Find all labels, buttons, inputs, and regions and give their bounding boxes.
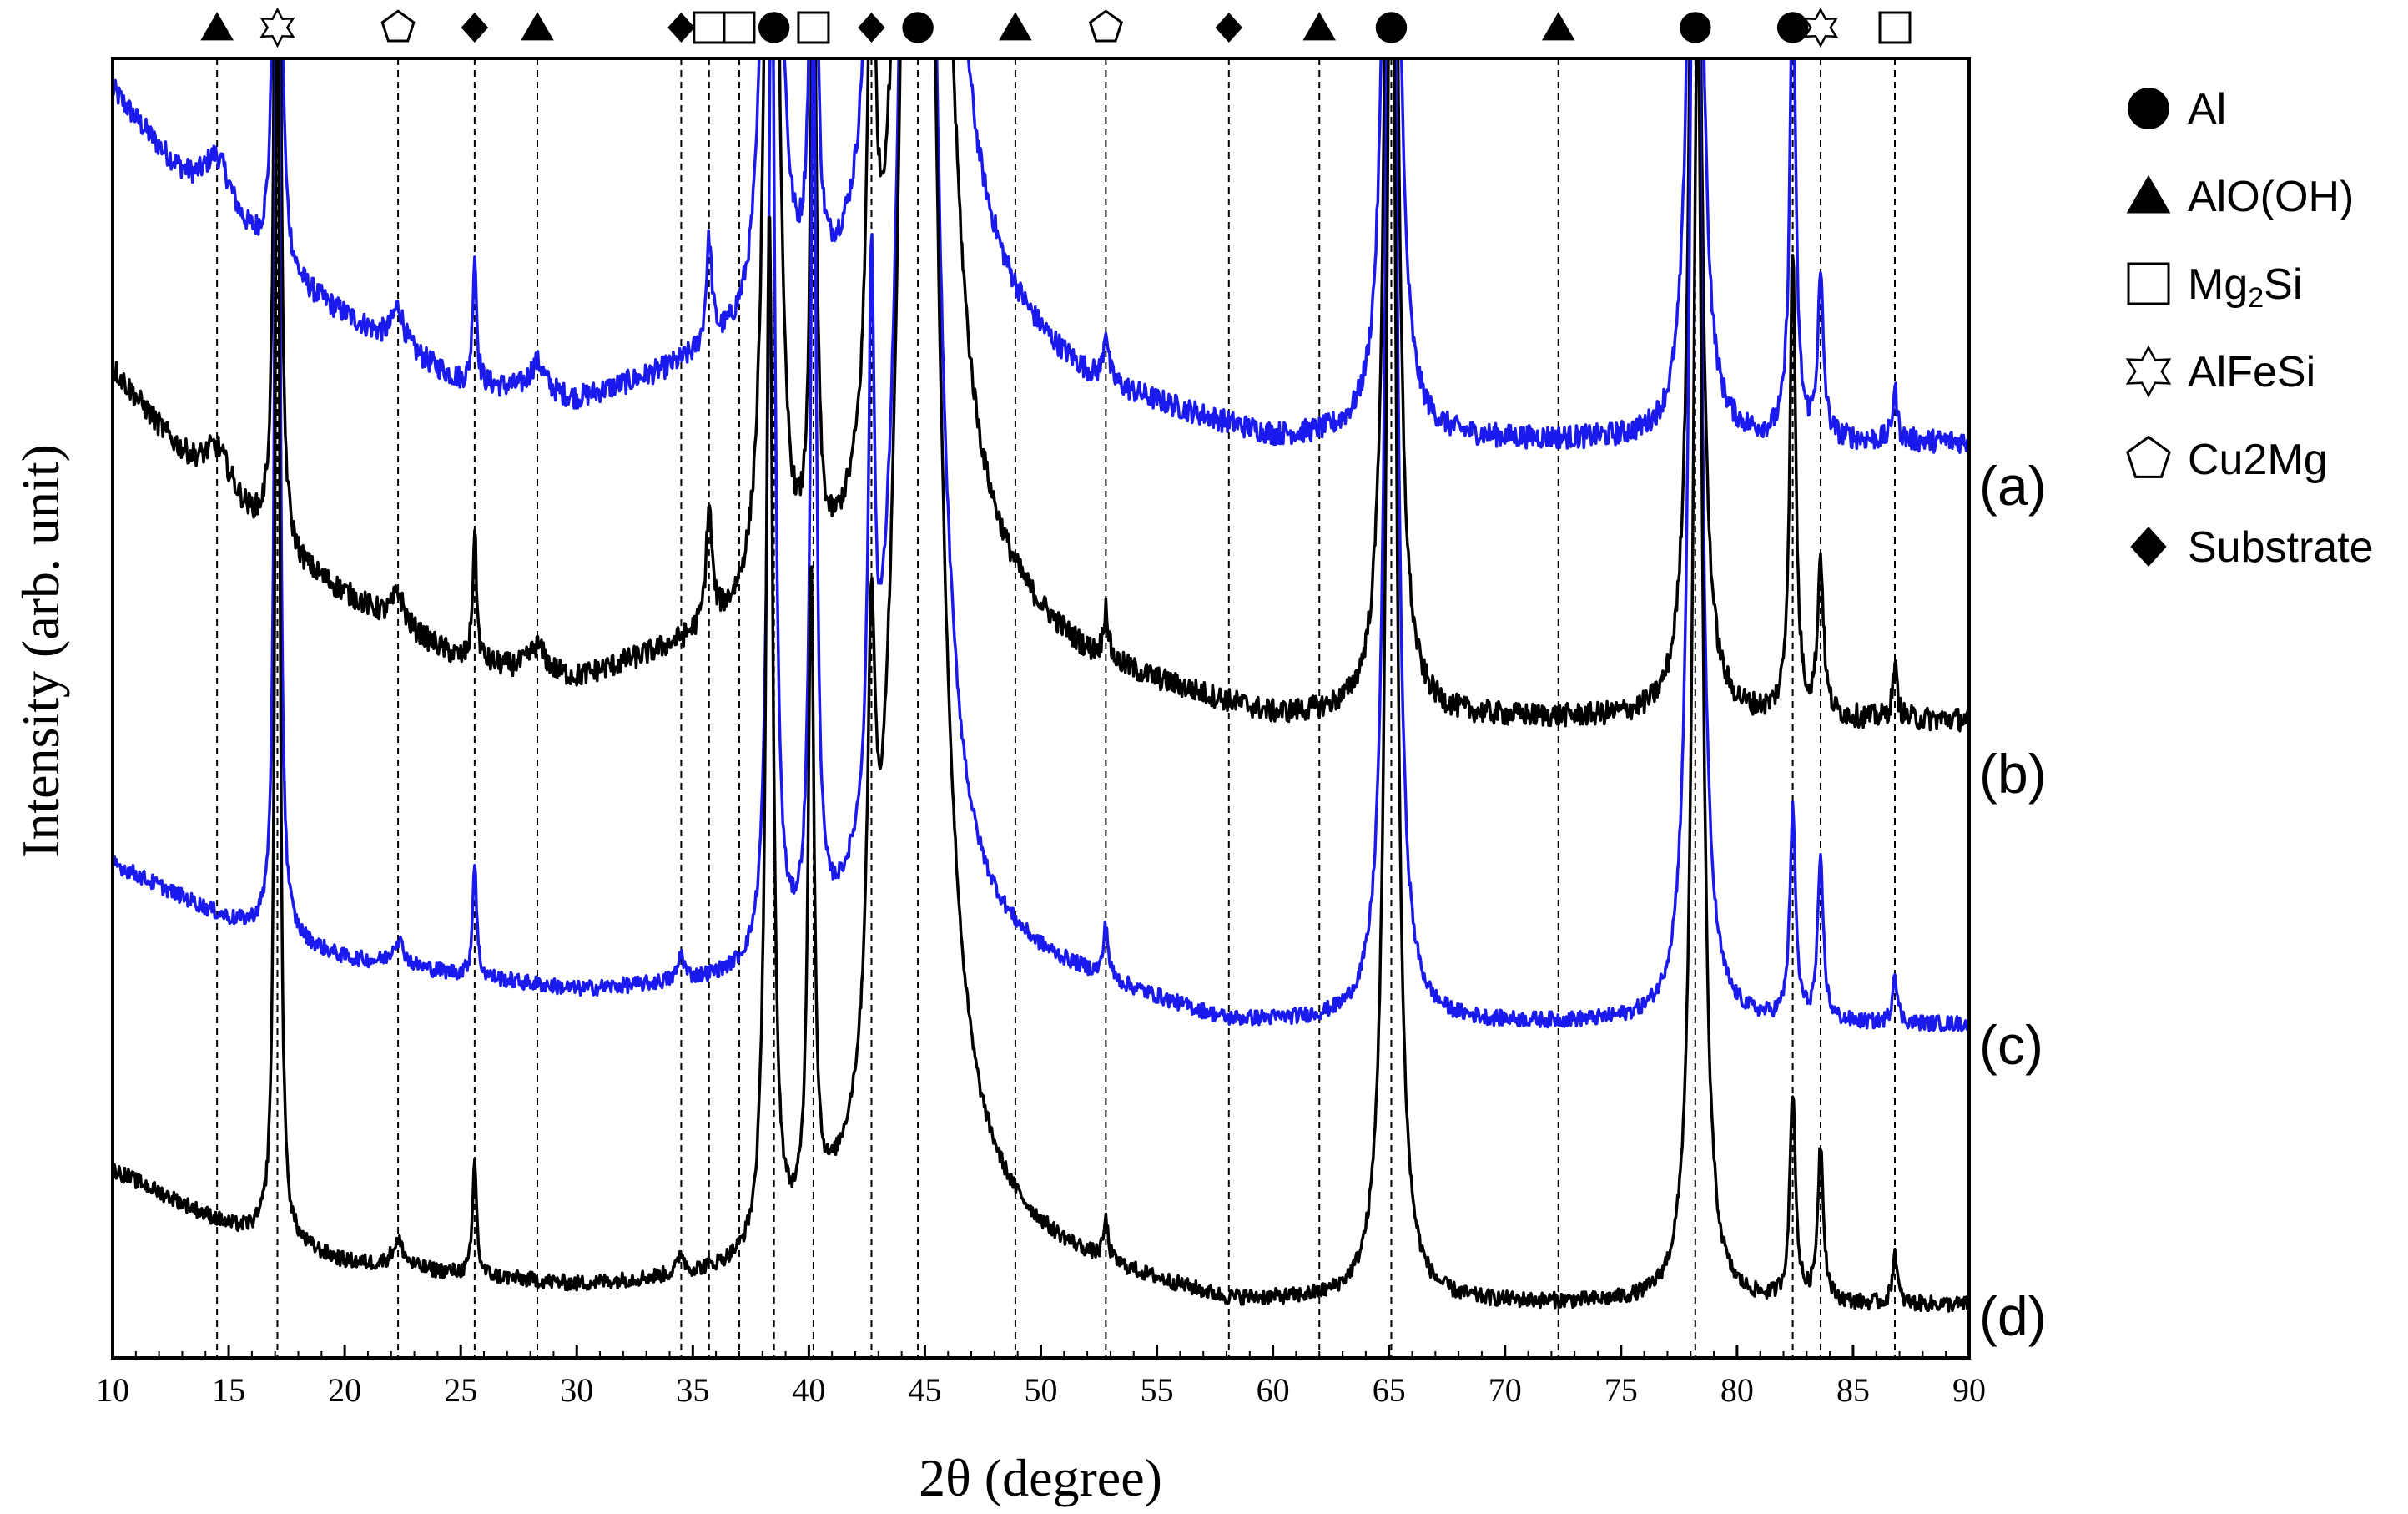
phase-marker-square-9-shape	[797, 11, 830, 44]
legend-label-4: Cu2Mg	[2188, 436, 2328, 484]
trace-label-d: (d)	[1979, 1285, 2047, 1347]
xrd-traces	[113, 58, 1969, 1313]
phase-marker-triangle-15	[1302, 12, 1337, 41]
phase-marker-star-20-shape	[1802, 7, 1839, 48]
phase-marker-circle-19	[1776, 12, 1809, 43]
legend-alo-oh--icon-shape	[2126, 174, 2171, 214]
phase-marker-diamond-5-shape	[667, 13, 695, 43]
phase-marker-circle-8-shape	[758, 12, 790, 43]
legend-mg-icon-shape	[2127, 262, 2170, 305]
x-tick-label-65: 65	[1373, 1371, 1406, 1409]
x-tick-label-80: 80	[1720, 1371, 1754, 1409]
x-tick-label-60: 60	[1257, 1371, 1290, 1409]
phase-marker-star-1	[259, 7, 295, 48]
phase-marker-triangle-0	[200, 12, 234, 41]
phase-marker-circle-16-shape	[1375, 12, 1408, 43]
legend-label-3: AlFeSi	[2188, 348, 2315, 396]
x-tick-label-35: 35	[676, 1371, 709, 1409]
trace-label-a: (a)	[1979, 455, 2047, 517]
phase-marker-star-20	[1802, 7, 1839, 48]
x-tick-label-85: 85	[1836, 1371, 1870, 1409]
phase-marker-diamond-3	[461, 13, 489, 43]
phase-marker-triangle-0-shape	[200, 12, 234, 41]
legend-substrate-icon	[2130, 527, 2167, 567]
trace-labels: (a) (b) (c) (d)	[1979, 455, 2047, 1347]
trace-c	[113, 58, 1969, 1032]
x-tick-label-75: 75	[1604, 1371, 1638, 1409]
phase-marker-pentagon-13-shape	[1088, 9, 1123, 43]
legend-alfesi-icon-shape	[2125, 345, 2172, 398]
legend: Al AlO(OH) Mg2Si AlFeSi Cu2Mg Substrate	[2125, 85, 2374, 572]
phase-marker-square-9	[797, 11, 830, 44]
phase-marker-diamond-14	[1215, 13, 1242, 43]
legend-alfesi-icon	[2125, 345, 2172, 398]
legend-label-1: AlO(OH)	[2188, 173, 2354, 221]
legend-cu2mg-icon	[2126, 435, 2171, 478]
legend-label-2: Mg2Si	[2188, 260, 2302, 314]
phase-marker-triangle-15-shape	[1302, 12, 1337, 41]
phase-marker-pentagon-2-shape	[380, 9, 416, 43]
phase-marker-pentagon-13	[1088, 9, 1123, 43]
phase-marker-circle-11-shape	[902, 12, 934, 43]
phase-marker-circle-16	[1375, 12, 1408, 43]
x-axis-ticks: 10 15 20 25 30 35 40 45 50 55 60 65 70 75 80 85 90	[96, 1345, 1986, 1409]
x-tick-label-15: 15	[212, 1371, 245, 1409]
phase-markers	[200, 7, 1912, 48]
x-tick-label-10: 10	[96, 1371, 129, 1409]
x-tick-label-70: 70	[1489, 1371, 1522, 1409]
phase-marker-triangle-4-shape	[521, 12, 554, 41]
trace-label-c: (c)	[1979, 1014, 2043, 1076]
phase-marker-triangle-17	[1541, 12, 1575, 41]
legend-label-5: Substrate	[2188, 523, 2374, 572]
trace-d	[113, 58, 1969, 1313]
x-tick-label-45: 45	[908, 1371, 941, 1409]
phase-marker-triangle-12	[999, 12, 1032, 41]
legend-mg-icon	[2127, 262, 2170, 305]
trace-b	[113, 58, 1969, 733]
phase-marker-diamond-10-shape	[858, 13, 885, 43]
phase-marker-pentagon-2	[380, 9, 416, 43]
legend-cu2mg-icon-shape	[2126, 435, 2171, 478]
phase-marker-star-1-shape	[259, 7, 295, 48]
phase-marker-circle-18	[1680, 12, 1711, 43]
x-axis-title: 2θ (degree)	[919, 1448, 1162, 1507]
phase-marker-circle-18-shape	[1680, 12, 1711, 43]
trace-a	[113, 58, 1969, 454]
phase-marker-square-6-shape	[693, 11, 726, 44]
legend-al-icon	[2128, 88, 2169, 129]
phase-marker-square-7-shape	[723, 11, 756, 44]
phase-marker-circle-19-shape	[1776, 12, 1809, 43]
phase-marker-diamond-14-shape	[1215, 13, 1242, 43]
phase-marker-square-6	[693, 11, 726, 44]
phase-marker-circle-11	[902, 12, 934, 43]
legend-alo-oh--icon	[2126, 174, 2171, 214]
x-tick-label-50: 50	[1025, 1371, 1058, 1409]
x-tick-label-20: 20	[328, 1371, 361, 1409]
x-tick-label-30: 30	[560, 1371, 593, 1409]
phase-marker-diamond-10	[858, 13, 885, 43]
x-tick-label-90: 90	[1952, 1371, 1986, 1409]
phase-marker-square-7	[723, 11, 756, 44]
trace-label-b: (b)	[1979, 743, 2047, 805]
x-tick-label-25: 25	[444, 1371, 477, 1409]
phase-marker-triangle-17-shape	[1541, 12, 1575, 41]
phase-marker-diamond-5	[667, 13, 695, 43]
phase-marker-circle-8	[758, 12, 790, 43]
phase-marker-square-21	[1878, 11, 1912, 44]
legend-al-icon-shape	[2128, 88, 2169, 129]
phase-marker-triangle-12-shape	[999, 12, 1032, 41]
y-axis-title: Intensity (arb. unit)	[11, 444, 70, 858]
legend-substrate-icon-shape	[2130, 527, 2167, 567]
phase-marker-triangle-4	[521, 12, 554, 41]
phase-marker-diamond-3-shape	[461, 13, 489, 43]
phase-marker-square-21-shape	[1878, 11, 1912, 44]
legend-label-0: Al	[2188, 85, 2226, 134]
x-tick-label-40: 40	[792, 1371, 825, 1409]
x-tick-label-55: 55	[1141, 1371, 1174, 1409]
